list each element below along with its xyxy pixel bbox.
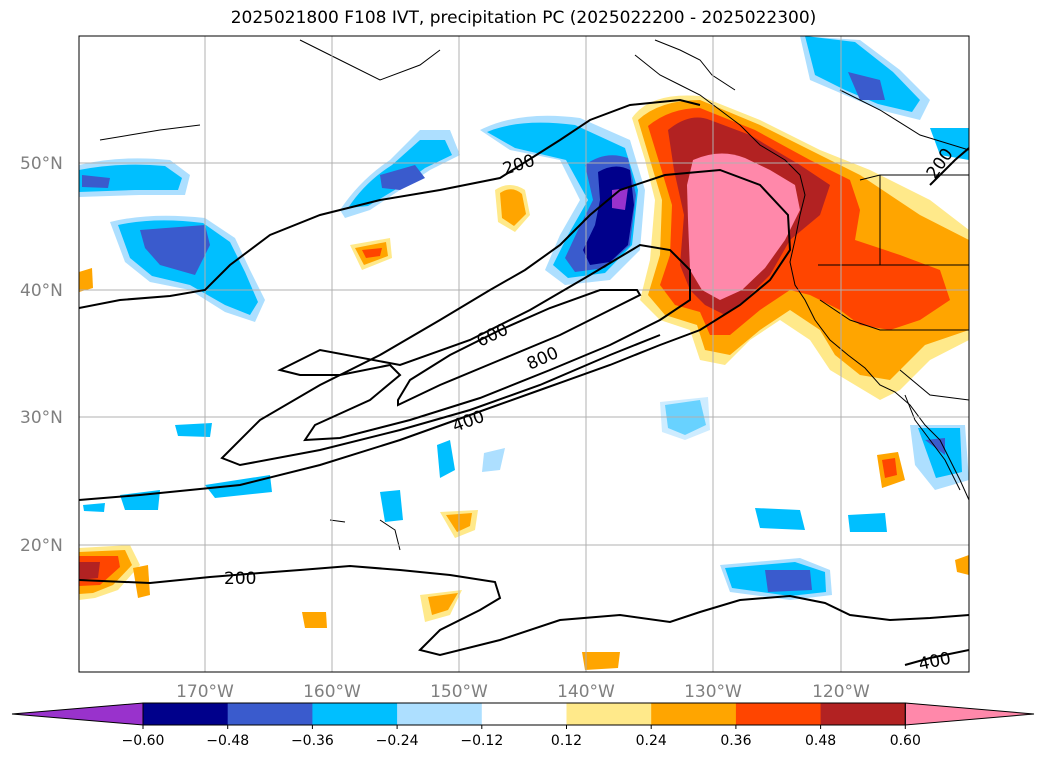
anomaly-red-s4 — [882, 458, 897, 478]
colorbar-tick-label: −0.60 — [122, 733, 165, 749]
colorbar-tick-label: 0.60 — [890, 733, 921, 749]
anomaly-sky-s10 — [848, 513, 887, 532]
colorbar-segment — [397, 703, 483, 725]
colorbar-segment — [143, 703, 229, 725]
colorbar-tick-label: −0.48 — [206, 733, 249, 749]
anomaly-royal-n1 — [380, 165, 425, 190]
anomaly-sky-s2 — [437, 440, 455, 478]
colorbar-segment — [566, 703, 652, 725]
colorbar-tick-label: −0.24 — [376, 733, 419, 749]
map-frame — [78, 35, 970, 673]
anomaly-sky-s12 — [83, 503, 105, 512]
anomaly-sky-s9 — [755, 508, 805, 530]
anomaly-royal-w1 — [82, 175, 110, 188]
latitude-labels: 50°N 40°N 30°N 20°N — [20, 154, 63, 556]
anomaly-orange-spot1b — [500, 189, 526, 226]
contour-600 — [277, 243, 691, 442]
filled-anomalies — [79, 36, 969, 670]
colorbar-tick-label: 0.48 — [805, 733, 836, 749]
anomaly-red-spot2 — [362, 248, 382, 258]
colorbar: −0.60 −0.48 −0.36 −0.24 −0.12 0.12 0.24 0.36 0.4… — [11, 702, 1035, 749]
lon-label: 160°W — [303, 682, 361, 702]
lat-label: 30°N — [20, 408, 63, 428]
anomaly-sky-s6 — [380, 490, 403, 522]
lon-label: 170°W — [176, 682, 234, 702]
colorbar-tick-label: −0.36 — [291, 733, 334, 749]
contour-400-main — [79, 168, 792, 501]
contour-400-se — [904, 649, 969, 666]
anomaly-orange-s15 — [302, 612, 327, 628]
anomaly-orange-w3 — [79, 268, 93, 292]
anomaly-royal-s13 — [765, 570, 812, 592]
anomaly-pink-nw — [687, 153, 800, 300]
colorbar-extend-low — [11, 702, 144, 726]
anomaly-brick-sw — [79, 562, 100, 580]
contour-200-south — [79, 564, 969, 657]
contour-200-north — [79, 98, 701, 309]
lat-label: 20°N — [20, 536, 63, 556]
contour-label: 200 — [224, 569, 256, 589]
colorbar-extend-high — [904, 702, 1035, 726]
colorbar-segment — [651, 703, 737, 725]
colorbar-tick-label: 0.12 — [551, 733, 582, 749]
colorbar-segment — [735, 703, 822, 725]
colorbar-tick-label: −0.12 — [460, 733, 503, 749]
lon-label: 140°W — [557, 682, 615, 702]
anomaly-orange-s16 — [428, 593, 458, 615]
lat-label: 50°N — [20, 154, 63, 174]
anomaly-orange-se — [955, 555, 969, 575]
colorbar-tick-label: 0.36 — [720, 733, 751, 749]
anomaly-lb-s1 — [660, 397, 710, 440]
anomaly-sky-s11 — [175, 423, 212, 437]
colorbar-segment — [820, 703, 906, 725]
anomaly-orange-s17 — [582, 652, 620, 670]
longitude-labels: 170°W 160°W 150°W 140°W 130°W 120°W — [176, 682, 870, 702]
anomaly-royal-ne — [848, 72, 885, 100]
colorbar-tick-label: 0.24 — [636, 733, 667, 749]
graticule — [79, 36, 969, 672]
colorbar-segment — [227, 703, 313, 725]
lon-label: 130°W — [684, 682, 742, 702]
anomaly-sky-ne — [805, 36, 920, 112]
lat-label: 40°N — [20, 281, 63, 301]
anomaly-royal-w2 — [140, 225, 210, 275]
lon-label: 150°W — [430, 682, 488, 702]
coastlines — [99, 39, 969, 551]
colorbar-segment — [481, 703, 567, 725]
ivt-contours — [79, 98, 969, 666]
anomaly-orange-sw2 — [133, 565, 150, 598]
colorbar-frame — [142, 702, 906, 726]
contour-200-north-east — [929, 147, 969, 186]
lon-label: 120°W — [812, 682, 870, 702]
contour-800 — [397, 289, 642, 407]
anomaly-sky-s3 — [482, 448, 505, 472]
map-title: 2025021800 F108 IVT, precipitation PC (2… — [230, 8, 817, 28]
colorbar-segment — [312, 703, 398, 725]
